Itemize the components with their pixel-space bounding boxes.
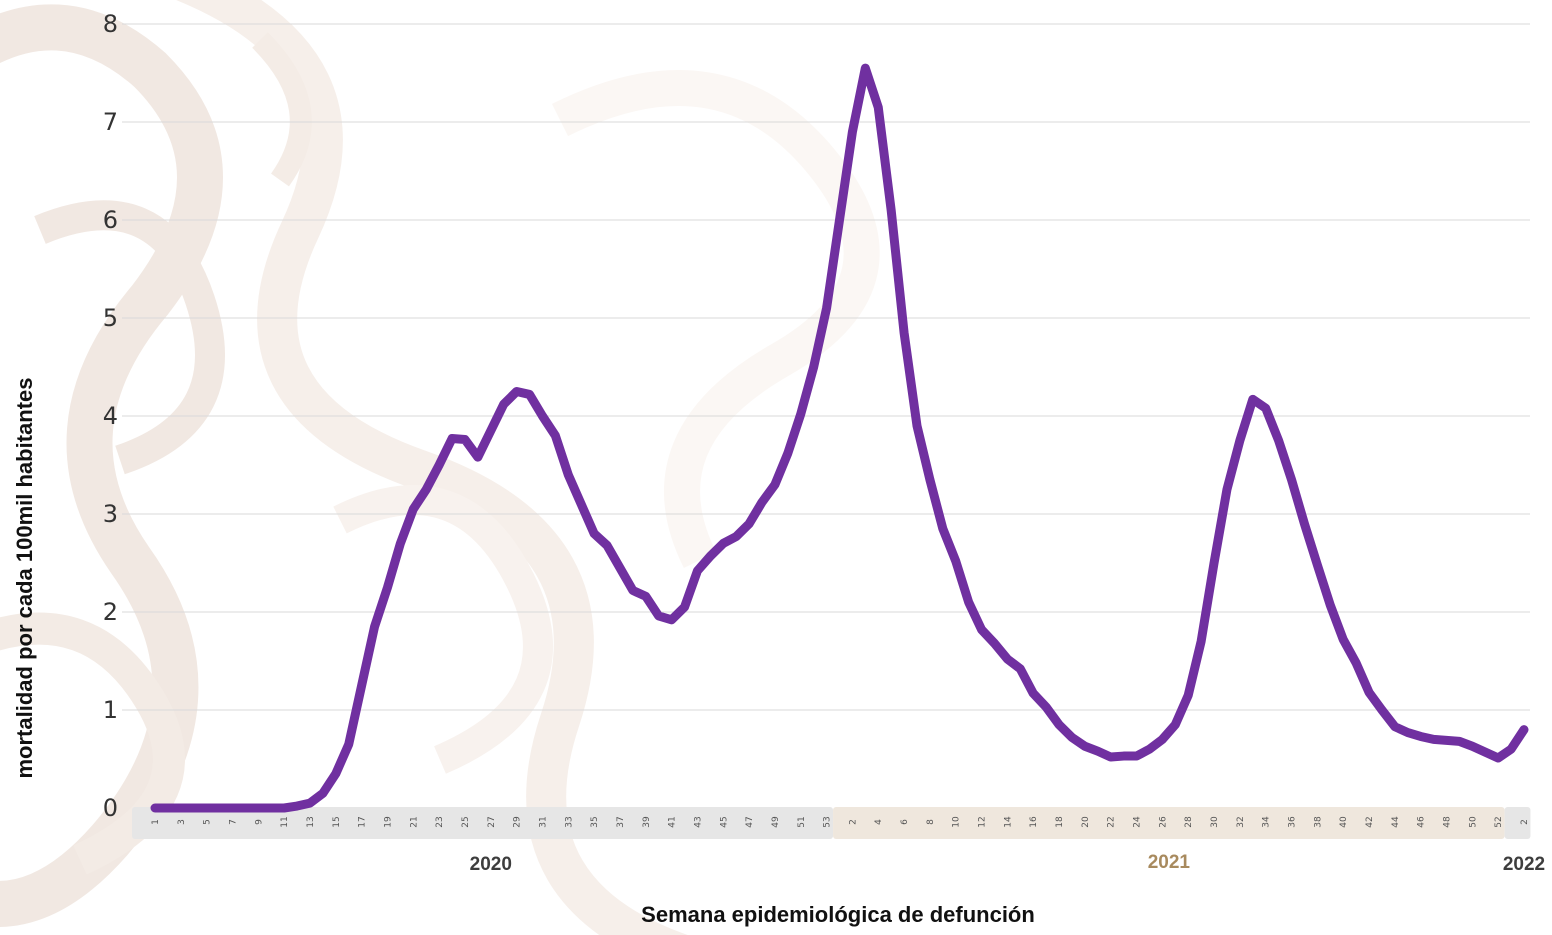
x-tick-label: 46 (1417, 816, 1427, 828)
x-tick-label: 15 (332, 816, 342, 827)
y-tick-label: 1 (103, 696, 118, 724)
x-tick-label: 38 (1313, 816, 1323, 828)
background-pattern (0, 0, 880, 935)
x-tick-label: 14 (1003, 816, 1013, 828)
x-tick-label: 34 (1262, 816, 1272, 828)
x-tick-label: 35 (590, 816, 600, 827)
x-tick-label: 12 (978, 816, 988, 827)
x-tick-label: 41 (668, 816, 678, 827)
x-tick-label: 47 (745, 816, 755, 827)
year-label: 2021 (1148, 852, 1191, 873)
x-tick-label: 27 (487, 816, 497, 827)
x-tick-label: 20 (1081, 816, 1091, 828)
x-tick-label: 28 (1184, 816, 1194, 828)
x-tick-label: 36 (1288, 816, 1298, 828)
x-axis-title: Semana epidemiológica de defunción (641, 902, 1035, 927)
x-tick-label: 29 (513, 816, 523, 828)
x-tick-label: 23 (435, 816, 445, 827)
x-tick-label: 13 (306, 816, 316, 827)
x-tick-label: 31 (538, 816, 548, 827)
x-tick-label: 24 (1133, 816, 1143, 828)
x-tick-label: 1 (151, 819, 161, 825)
x-tick-label: 19 (383, 816, 393, 828)
year-labels: 2020 2021 2022 (470, 852, 1545, 875)
y-tick-label: 3 (103, 500, 118, 528)
year-band (132, 807, 834, 839)
x-tick-label: 5 (203, 819, 213, 825)
x-tick-label: 25 (461, 816, 471, 827)
year-band (1504, 807, 1531, 839)
x-tick-label: 21 (409, 816, 419, 827)
y-axis-title: mortalidad por cada 100mil habitantes (12, 377, 37, 778)
x-tick-label: 33 (564, 816, 574, 827)
x-tick-label: 7 (228, 819, 238, 825)
x-tick-label: 3 (177, 819, 187, 825)
y-axis-ticks: 0 1 2 3 4 5 6 7 8 (103, 10, 118, 822)
y-tick-label: 6 (103, 206, 118, 234)
y-tick-label: 5 (103, 304, 118, 332)
x-tick-label: 26 (1158, 816, 1168, 828)
x-tick-label: 32 (1236, 816, 1246, 827)
year-band (833, 807, 1505, 839)
x-tick-label: 8 (926, 819, 936, 825)
x-tick-label: 30 (1210, 816, 1220, 828)
series-line (150, 63, 1529, 813)
x-tick-label: 9 (254, 819, 264, 825)
y-tick-label: 0 (103, 794, 118, 822)
x-tick-label: 49 (771, 816, 781, 828)
y-tick-label: 8 (103, 10, 118, 38)
x-tick-label: 43 (693, 816, 703, 827)
x-tick-label: 45 (719, 816, 729, 827)
x-tick-label: 42 (1365, 816, 1375, 827)
x-tick-label: 50 (1468, 816, 1478, 828)
x-tick-label: 17 (358, 816, 368, 827)
x-tick-label: 40 (1339, 816, 1349, 828)
year-label: 2022 (1503, 854, 1545, 875)
x-axis-ticks: 1 3 5 7 9 11 13 15 17 19 21 23 25 27 29 31 33 35 37 39 41 43 4… (151, 816, 1530, 828)
y-tick-label: 4 (103, 402, 118, 430)
x-tick-label: 18 (1055, 816, 1065, 828)
x-tick-label: 52 (1494, 816, 1504, 827)
x-tick-label: 44 (1391, 816, 1401, 828)
y-tick-label: 2 (103, 598, 118, 626)
year-bands (132, 807, 1531, 839)
x-tick-label: 53 (823, 816, 833, 827)
x-tick-label: 10 (952, 816, 962, 828)
x-tick-label: 39 (642, 816, 652, 828)
x-tick-label: 6 (900, 819, 910, 825)
x-tick-label: 4 (874, 819, 884, 825)
x-tick-label: 2 (1520, 819, 1530, 825)
series (150, 63, 1529, 813)
x-tick-label: 51 (797, 816, 807, 827)
x-tick-label: 48 (1443, 816, 1453, 828)
x-tick-label: 22 (1107, 816, 1117, 827)
x-tick-label: 16 (1029, 816, 1039, 828)
y-tick-label: 7 (103, 108, 118, 136)
x-tick-label: 2 (848, 819, 858, 825)
x-tick-label: 11 (280, 816, 290, 827)
year-label: 2020 (470, 854, 512, 875)
x-tick-label: 37 (616, 816, 626, 827)
